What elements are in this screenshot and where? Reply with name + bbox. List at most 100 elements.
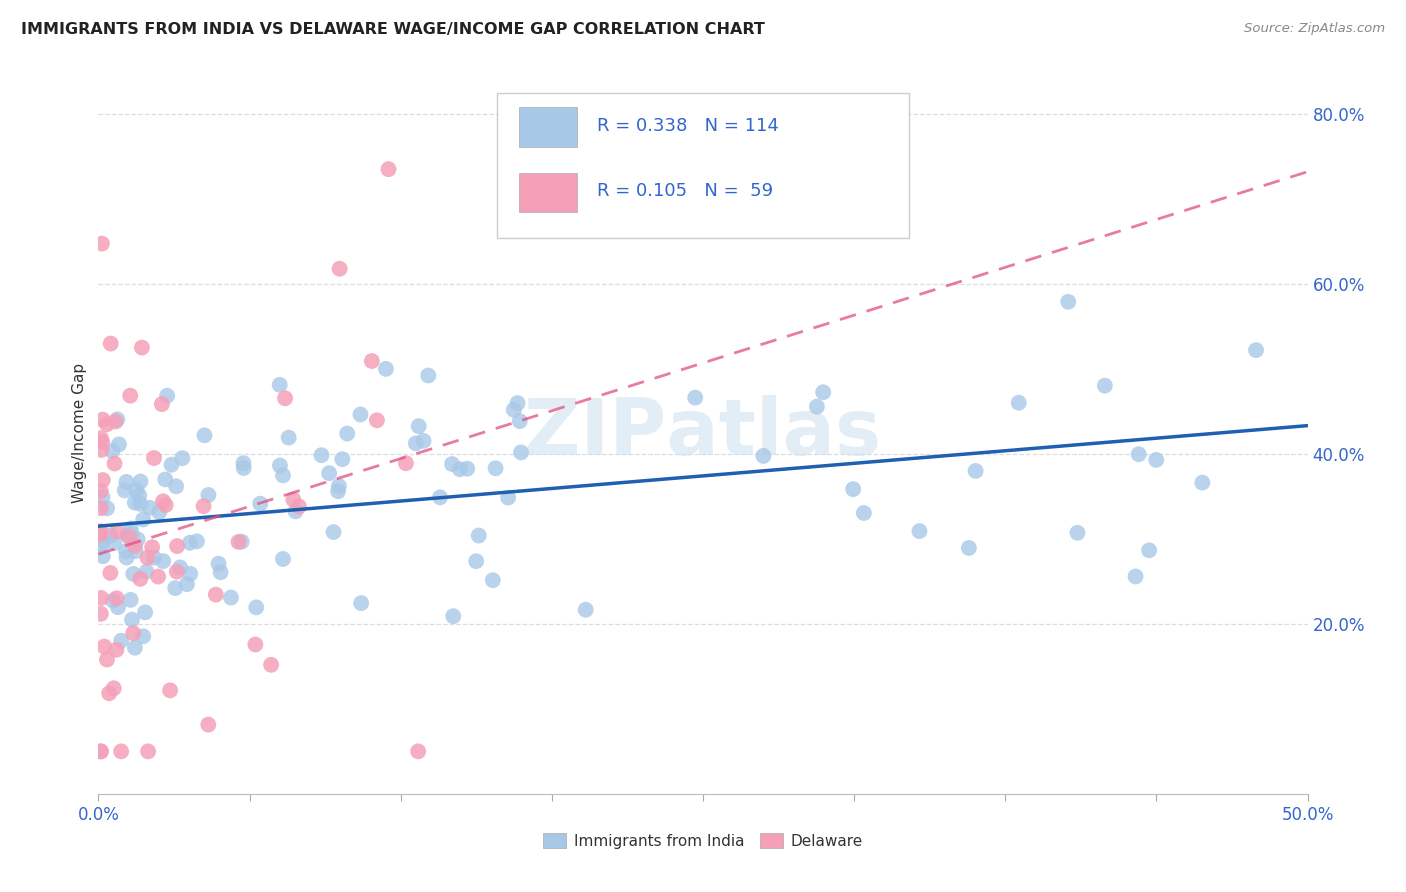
Point — [143, 450, 166, 465]
Point — [510, 445, 533, 459]
Point — [160, 458, 183, 472]
Point — [128, 488, 150, 502]
Point — [811, 385, 834, 400]
Point — [209, 566, 232, 580]
Point — [179, 566, 201, 581]
Point — [108, 437, 131, 451]
Point — [408, 419, 430, 434]
Point — [842, 482, 865, 496]
Point — [1125, 569, 1147, 583]
Bar — [519, 108, 578, 147]
Point — [107, 600, 129, 615]
Point — [231, 534, 253, 549]
Point — [90, 744, 112, 758]
Point — [121, 613, 143, 627]
Point — [90, 527, 112, 541]
Point — [117, 528, 139, 542]
Point — [96, 501, 118, 516]
Point — [132, 512, 155, 526]
Text: Source: ZipAtlas.com: Source: ZipAtlas.com — [1244, 22, 1385, 36]
Point — [100, 528, 122, 542]
Point — [96, 652, 118, 666]
Legend: Immigrants from India, Delaware: Immigrants from India, Delaware — [537, 827, 869, 855]
Point — [186, 534, 208, 549]
Point — [752, 449, 775, 463]
Point — [152, 554, 174, 568]
Point — [166, 539, 188, 553]
Point — [91, 435, 114, 450]
Point — [1244, 343, 1267, 358]
Point — [406, 744, 429, 758]
Point — [148, 505, 170, 519]
Point — [122, 626, 145, 640]
Point — [104, 415, 127, 429]
Point — [418, 368, 440, 383]
Point — [277, 431, 299, 445]
Point — [575, 603, 598, 617]
Point — [136, 550, 159, 565]
Point — [207, 557, 229, 571]
Point — [98, 566, 121, 580]
Point — [136, 744, 159, 758]
Point — [127, 533, 149, 547]
Point — [1191, 475, 1213, 490]
Point — [166, 565, 188, 579]
Point — [146, 569, 169, 583]
Point — [91, 490, 114, 504]
Point — [441, 609, 464, 624]
Point — [165, 581, 187, 595]
Text: R = 0.105   N =  59: R = 0.105 N = 59 — [596, 182, 773, 200]
Point — [90, 484, 112, 499]
Point — [118, 530, 141, 544]
Point — [366, 413, 388, 427]
Point — [124, 539, 146, 553]
Point — [159, 683, 181, 698]
Point — [115, 475, 138, 489]
Point — [90, 607, 112, 621]
Point — [105, 591, 128, 606]
Point — [150, 397, 173, 411]
Point — [204, 588, 226, 602]
Point — [509, 414, 531, 428]
Bar — [519, 172, 578, 212]
Point — [1066, 525, 1088, 540]
Point — [90, 501, 112, 516]
Point — [131, 341, 153, 355]
Point — [502, 402, 524, 417]
Point — [269, 458, 291, 473]
Point — [336, 426, 359, 441]
Point — [103, 536, 125, 550]
Text: IMMIGRANTS FROM INDIA VS DELAWARE WAGE/INCOME GAP CORRELATION CHART: IMMIGRANTS FROM INDIA VS DELAWARE WAGE/I… — [21, 22, 765, 37]
Point — [121, 527, 143, 541]
Point — [197, 717, 219, 731]
Point — [105, 524, 128, 539]
Point — [284, 504, 307, 518]
Point — [908, 524, 931, 538]
Point — [374, 362, 396, 376]
Point — [110, 633, 132, 648]
Point — [482, 573, 505, 587]
Point — [165, 479, 187, 493]
Point — [114, 483, 136, 498]
Point — [179, 535, 201, 549]
Point — [101, 593, 124, 607]
Y-axis label: Wage/Income Gap: Wage/Income Gap — [72, 362, 87, 503]
Point — [91, 549, 114, 564]
Point — [193, 428, 215, 442]
Point — [271, 468, 294, 483]
Point — [105, 642, 128, 657]
Point — [965, 464, 987, 478]
Point — [1128, 447, 1150, 461]
Point — [1057, 294, 1080, 309]
Point — [125, 483, 148, 498]
Point — [103, 457, 125, 471]
Point — [120, 389, 142, 403]
Point — [134, 605, 156, 619]
Point — [269, 377, 291, 392]
Point — [852, 506, 875, 520]
Point — [683, 391, 706, 405]
Point — [412, 434, 434, 448]
Point — [122, 566, 145, 581]
Point — [328, 479, 350, 493]
Point — [90, 431, 112, 445]
